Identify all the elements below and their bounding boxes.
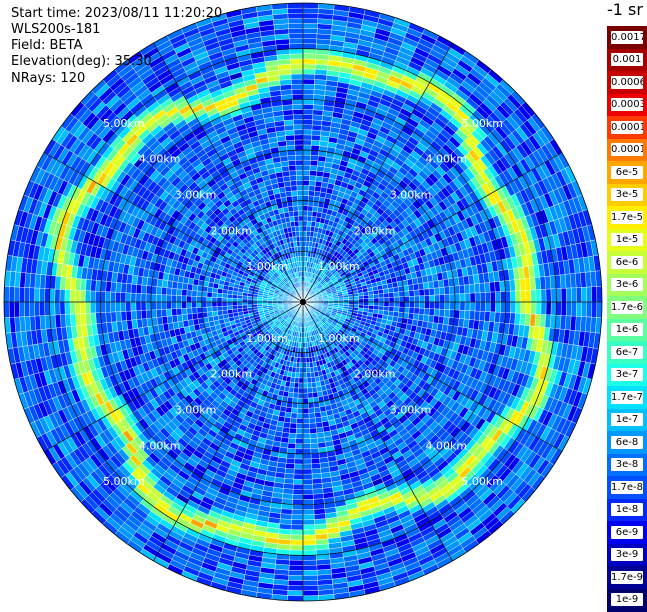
- colorbar-cell: 1.7e-6: [607, 296, 647, 319]
- colorbar-cell: 1e-7: [607, 408, 647, 432]
- colorbar-cell: 1.7e-7: [607, 386, 647, 409]
- field-label: Field: BETA: [11, 38, 83, 53]
- range-ring-label: 2.00km: [211, 368, 253, 381]
- instrument-label: WLS200s-181: [11, 22, 101, 37]
- range-ring-label: 2.00km: [354, 368, 396, 381]
- start-time-label: Start time: 2023/08/11 11:20:20: [11, 6, 223, 21]
- range-ring-label: 4.00km: [426, 439, 468, 452]
- colorbar-cell: 3e-8: [607, 453, 647, 477]
- colorbar-tick-label: 3e-9: [611, 548, 643, 562]
- range-ring-label: 2.00km: [211, 224, 253, 237]
- colorbar-cell: 1.7e-5: [607, 206, 647, 229]
- colorbar-tick-label: 0.00017: [611, 120, 643, 134]
- azimuth-spoke: [302, 42, 453, 303]
- colorbar-cell: 1.7e-8: [607, 476, 647, 499]
- colorbar-tick-label: 0.0003: [611, 98, 643, 112]
- colorbar-cell: 0.0017: [607, 26, 647, 49]
- colorbar-cell: 0.00017: [607, 116, 647, 139]
- azimuth-spoke: [302, 152, 563, 303]
- colorbar-cell: 1e-5: [607, 228, 647, 252]
- colorbar-tick-label: 6e-9: [611, 525, 643, 539]
- colorbar-tick-label: 1e-6: [611, 323, 643, 337]
- colorbar-tick-label: 6e-5: [611, 165, 643, 179]
- colorbar-tick-label: 1.7e-6: [611, 300, 643, 314]
- colorbar-cell: 1e-8: [607, 498, 647, 522]
- colorbar-tick-label: 1e-9: [611, 593, 643, 607]
- colorbar-tick-label: 0.0001: [611, 143, 643, 157]
- azimuth-spoke: [153, 42, 304, 303]
- azimuth-spoke: [302, 301, 563, 452]
- range-ring-label: 1.00km: [246, 332, 288, 345]
- nrays-label: NRays: 120: [11, 71, 86, 86]
- colorbar-tick-label: 6e-7: [611, 345, 643, 359]
- colorbar-cell: 0.0003: [607, 93, 647, 117]
- colorbar-cell: 1e-6: [607, 318, 647, 342]
- colorbar-cell: 6e-7: [607, 341, 647, 364]
- colorbar-cell: 3e-7: [607, 363, 647, 387]
- ppi-plot: 1.00km 1.00km 1.00km 1.00km 2.00km 2.00km 2.00…: [3, 2, 603, 602]
- colorbar-cell: 1.7e-9: [607, 566, 647, 589]
- range-ring-label: 5.00km: [461, 117, 503, 130]
- colorbar-tick-label: 1.7e-8: [611, 480, 643, 494]
- range-ring-label: 1.00km: [318, 332, 360, 345]
- colorbar-cell: 6e-5: [607, 161, 647, 184]
- colorbar-tick-label: 1e-7: [611, 413, 643, 427]
- colorbar-cell: 6e-6: [607, 251, 647, 274]
- range-ring-label: 5.00km: [461, 475, 503, 488]
- azimuth-spoke: [302, 301, 453, 562]
- radar-center-marker: [300, 299, 306, 305]
- colorbar-tick-label: 1.7e-7: [611, 390, 643, 404]
- colorbar-cell: 1e-9: [607, 588, 647, 612]
- azimuth-spoke: [43, 301, 304, 452]
- range-ring-label: 4.00km: [139, 153, 181, 166]
- colorbar-cell: 0.001: [607, 48, 647, 72]
- colorbar-tick-label: 3e-8: [611, 458, 643, 472]
- range-ring-label: 5.00km: [103, 475, 145, 488]
- colorbar-cell: 3e-6: [607, 273, 647, 297]
- range-ring-label: 3.00km: [175, 188, 217, 201]
- colorbar-tick-label: 1.7e-9: [611, 570, 643, 584]
- colorbar-cell: 3e-9: [607, 543, 647, 567]
- colorbar-cell: 3e-5: [607, 183, 647, 207]
- range-ring-label: 2.00km: [354, 224, 396, 237]
- colorbar-tick-label: 6e-8: [611, 435, 643, 449]
- colorbar-cell: 0.0006: [607, 71, 647, 94]
- colorbar-tick-label: 0.001: [611, 53, 643, 67]
- range-ring-label: 1.00km: [246, 260, 288, 273]
- azimuth-spoke: [43, 152, 304, 303]
- colorbar-tick-label: 0.0006: [611, 75, 643, 89]
- range-ring-label: 3.00km: [390, 188, 432, 201]
- colorbar-tick-label: 3e-6: [611, 278, 643, 292]
- colorbar-tick-label: 6e-6: [611, 255, 643, 269]
- colorbar-tick-label: 1.7e-5: [611, 210, 643, 224]
- elevation-label: Elevation(deg): 35.30: [11, 54, 152, 69]
- range-ring-label: 1.00km: [318, 260, 360, 273]
- colorbar-cell: 0.0001: [607, 138, 647, 162]
- colorbar-tick-label: 0.0017: [611, 30, 643, 44]
- colorbar-title: -1 sr: [607, 0, 643, 19]
- range-ring-label: 5.00km: [103, 117, 145, 130]
- range-ring-label: 4.00km: [426, 153, 468, 166]
- colorbar-cell: 6e-9: [607, 521, 647, 544]
- colorbar-tick-label: 1e-5: [611, 233, 643, 247]
- range-ring-label: 3.00km: [175, 404, 217, 417]
- azimuth-spoke: [153, 301, 304, 562]
- range-ring-label: 4.00km: [139, 439, 181, 452]
- colorbar-tick-label: 1e-8: [611, 503, 643, 517]
- colorbar-tick-label: 3e-7: [611, 368, 643, 382]
- range-ring-label: 3.00km: [390, 404, 432, 417]
- colorbar-tick-label: 3e-5: [611, 188, 643, 202]
- colorbar-cell: 6e-8: [607, 431, 647, 454]
